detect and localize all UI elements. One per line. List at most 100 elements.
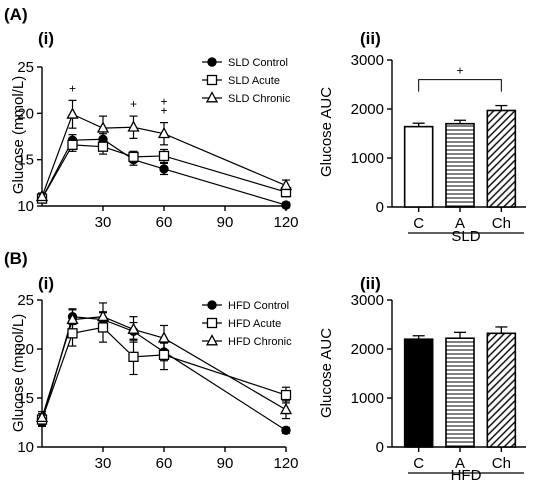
y-tick-label: 0 bbox=[376, 199, 384, 216]
data-point bbox=[128, 151, 139, 163]
legend-label: SLD Control bbox=[228, 57, 288, 69]
bar bbox=[486, 109, 517, 208]
y-tick-label: 15 bbox=[17, 390, 34, 407]
panel-b-ii-label: (ii) bbox=[360, 274, 381, 293]
data-point bbox=[128, 351, 139, 362]
y-tick-label: 1000 bbox=[351, 150, 384, 167]
panel-b-i-label: (i) bbox=[38, 274, 54, 293]
panel-a-label: (A) bbox=[4, 5, 28, 24]
y-tick-label: 25 bbox=[17, 292, 34, 309]
data-point bbox=[158, 150, 170, 162]
bar bbox=[403, 338, 434, 448]
bar bbox=[486, 332, 517, 448]
data-point bbox=[96, 309, 110, 322]
data-point bbox=[157, 126, 171, 139]
data-point bbox=[66, 107, 79, 119]
panel-b-label: (B) bbox=[4, 249, 28, 268]
significance-bracket bbox=[418, 79, 502, 92]
panel-a-bar-chart: (ii) Glucose AUC 0 1000 2000 3000 C A Ch SLD + bbox=[318, 29, 526, 245]
x-tick-label: A bbox=[455, 215, 465, 232]
y-axis-title: Glucose AUC bbox=[318, 328, 335, 418]
data-point bbox=[35, 410, 49, 423]
x-tick-label: Ch bbox=[492, 455, 511, 472]
y-tick-label: 20 bbox=[17, 105, 34, 122]
significance-mark: + bbox=[160, 104, 167, 118]
significance-mark: + bbox=[160, 95, 167, 109]
data-point bbox=[127, 322, 140, 334]
axes: 10 15 20 25 30 60 90 120 bbox=[17, 292, 298, 472]
x-tick-label: 60 bbox=[156, 214, 173, 231]
x-tick-label: 30 bbox=[95, 214, 112, 231]
data-point bbox=[97, 322, 109, 333]
bar bbox=[445, 337, 475, 448]
data-point bbox=[127, 120, 140, 132]
data-point bbox=[67, 328, 78, 339]
series-line bbox=[41, 144, 287, 199]
bars-group bbox=[403, 326, 517, 448]
data-point bbox=[280, 389, 292, 401]
x-tick-label: Ch bbox=[492, 215, 511, 232]
x-tick-label: 120 bbox=[273, 214, 298, 231]
axes: 0 1000 2000 3000 C A Ch SLD bbox=[351, 52, 526, 245]
data-point bbox=[67, 139, 78, 150]
y-axis-title: Glucose (mmol/L) bbox=[10, 76, 27, 194]
x-tick-label: C bbox=[413, 455, 424, 472]
legend: SLD Control SLD Acute SLD Chronic bbox=[202, 57, 291, 105]
y-axis-title: Glucose AUC bbox=[318, 87, 335, 177]
legend-marker bbox=[205, 334, 219, 346]
legend-label: SLD Chronic bbox=[228, 93, 291, 105]
x-tick-label: 120 bbox=[273, 455, 298, 472]
x-tick-label: 90 bbox=[217, 214, 234, 231]
series-group bbox=[35, 302, 293, 436]
data-point bbox=[157, 331, 171, 343]
panel-a-i-label: (i) bbox=[38, 29, 54, 48]
group-label: HFD bbox=[451, 467, 482, 484]
data-point bbox=[158, 349, 170, 361]
annotations: ++ ++ bbox=[69, 81, 168, 117]
y-tick-label: 0 bbox=[376, 439, 384, 456]
axes: 10 15 20 25 30 60 90 120 bbox=[17, 59, 298, 231]
legend-label: HFD Chronic bbox=[228, 336, 292, 348]
x-tick-label: 60 bbox=[156, 455, 173, 472]
legend-label: SLD Acute bbox=[228, 75, 280, 87]
group-label: SLD bbox=[451, 228, 480, 245]
data-point bbox=[97, 141, 109, 152]
y-axis-title: Glucose (mmol/L) bbox=[10, 314, 27, 432]
y-tick-label: 10 bbox=[17, 439, 34, 456]
legend: HFD Control HFD Acute HFD Chronic bbox=[202, 300, 292, 348]
data-point bbox=[159, 164, 169, 174]
x-tick-label: C bbox=[413, 215, 424, 232]
series-line bbox=[41, 326, 287, 420]
y-tick-label: 3000 bbox=[351, 52, 384, 69]
bars-group: + bbox=[403, 64, 517, 208]
legend-marker bbox=[206, 317, 218, 329]
bar bbox=[445, 122, 475, 208]
y-tick-label: 25 bbox=[17, 59, 34, 76]
panel-b-bar-chart: (ii) Glucose AUC 0 1000 2000 3000 C A Ch HFD bbox=[318, 274, 526, 484]
data-point bbox=[279, 178, 293, 191]
legend-label: HFD Control bbox=[228, 300, 289, 312]
y-tick-label: 1000 bbox=[351, 390, 384, 407]
y-tick-label: 2000 bbox=[351, 101, 384, 118]
legend-marker bbox=[205, 91, 219, 103]
x-tick-label: A bbox=[455, 455, 465, 472]
data-point bbox=[35, 189, 49, 202]
significance-mark: + bbox=[130, 97, 137, 111]
y-tick-label: 15 bbox=[17, 152, 34, 169]
bar bbox=[403, 125, 434, 208]
data-point bbox=[66, 312, 79, 325]
series-line bbox=[41, 113, 287, 197]
legend-marker bbox=[206, 74, 218, 86]
legend-marker bbox=[207, 57, 217, 67]
data-point bbox=[281, 200, 291, 210]
y-tick-label: 10 bbox=[17, 198, 34, 215]
y-tick-label: 2000 bbox=[351, 341, 384, 358]
y-tick-label: 3000 bbox=[351, 292, 384, 309]
panel-a-ii-label: (ii) bbox=[360, 29, 381, 48]
x-tick-label: 30 bbox=[95, 455, 112, 472]
significance-mark: + bbox=[69, 81, 76, 95]
legend-marker bbox=[207, 300, 217, 310]
legend-label: HFD Acute bbox=[228, 318, 281, 330]
